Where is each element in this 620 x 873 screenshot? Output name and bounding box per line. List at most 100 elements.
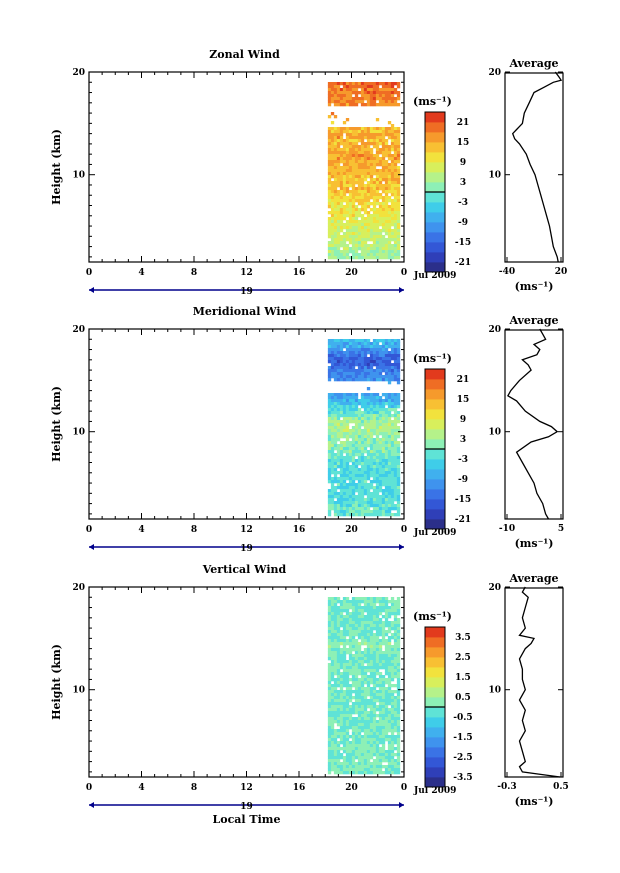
heatmap-cell [336, 342, 341, 346]
heatmap-cell [348, 100, 353, 104]
heatmap-cell [327, 609, 332, 613]
heatmap-cell [384, 160, 389, 164]
heatmap-cell [330, 732, 335, 736]
heatmap-cell [375, 244, 380, 248]
colorbar-swatch [425, 449, 445, 460]
heatmap-cell [375, 217, 380, 221]
heatmap-cell [342, 708, 347, 712]
avg-profile-line [511, 71, 563, 263]
heatmap-cell [375, 495, 380, 499]
heatmap-cell [390, 747, 395, 751]
heatmap-cell [351, 220, 356, 224]
heatmap-cell [372, 732, 377, 736]
heatmap-cell [390, 657, 395, 661]
heatmap-cell [339, 130, 344, 134]
heatmap-cell [354, 753, 359, 757]
heatmap-cell [375, 238, 380, 242]
heatmap-cell [372, 82, 377, 86]
heatmap-cell [366, 501, 371, 505]
heatmap-cell [375, 172, 380, 176]
heatmap-cell [372, 241, 377, 245]
heatmap-cell [393, 504, 398, 508]
heatmap-cell [375, 726, 380, 730]
heatmap-cell [387, 741, 392, 745]
heatmap-cell [339, 729, 344, 733]
heatmap-cell [378, 597, 383, 601]
heatmap-cell [375, 660, 380, 664]
heatmap-cell [360, 717, 365, 721]
heatmap-cell [384, 414, 389, 418]
heatmap-cell [378, 148, 383, 152]
heatmap-cell [384, 217, 389, 221]
heatmap-cell [357, 399, 362, 403]
heatmap-cell [342, 705, 347, 709]
heatmap-cell [396, 741, 401, 745]
heatmap-cell [345, 465, 350, 469]
heatmap-cell [387, 636, 392, 640]
heatmap-cell [393, 378, 398, 382]
heatmap-cell [387, 241, 392, 245]
heatmap-cell [372, 627, 377, 631]
heatmap-cell [366, 735, 371, 739]
heatmap-cell [390, 181, 395, 185]
heatmap-cell [375, 214, 380, 218]
heatmap-cell [369, 609, 374, 613]
heatmap-cell [363, 489, 368, 493]
heatmap-cell [369, 160, 374, 164]
heatmap-cell [366, 136, 371, 140]
heatmap-cell [360, 435, 365, 439]
heatmap-cell [342, 639, 347, 643]
heatmap-cell [387, 420, 392, 424]
heatmap-cell [381, 462, 386, 466]
heatmap-cell [348, 636, 353, 640]
heatmap-cell [366, 483, 371, 487]
heatmap-cell [369, 375, 374, 379]
heatmap-cell [342, 456, 347, 460]
heatmap-cell [360, 226, 365, 230]
heatmap-cell [375, 429, 380, 433]
heatmap-cell [336, 375, 341, 379]
heatmap-cell [348, 765, 353, 769]
heatmap-cell [345, 199, 350, 203]
heatmap-cell [366, 639, 371, 643]
heatmap-cell [390, 651, 395, 655]
heatmap-cell [393, 462, 398, 466]
heatmap-cell [354, 348, 359, 352]
heatmap-cell [360, 480, 365, 484]
colorbar-swatch [425, 379, 445, 390]
heatmap-cell [369, 513, 374, 517]
heatmap-cell [348, 348, 353, 352]
heatmap-cell [363, 238, 368, 242]
heatmap-cell [390, 714, 395, 718]
heatmap-cell [369, 100, 374, 104]
heatmap-cell [366, 438, 371, 442]
heatmap-cell [342, 651, 347, 655]
heatmap-cell [375, 339, 380, 343]
heatmap-cell [342, 657, 347, 661]
heatmap-cell [375, 184, 380, 188]
heatmap-cell [372, 513, 377, 517]
heatmap-cell [345, 348, 350, 352]
heatmap-cell [348, 672, 353, 676]
heatmap-cell [363, 145, 368, 149]
heatmap-cell [333, 762, 338, 766]
heatmap-cell [393, 747, 398, 751]
heatmap-cell [369, 136, 374, 140]
heatmap-cell [351, 459, 356, 463]
heatmap-cell [360, 459, 365, 463]
heatmap-cell [339, 678, 344, 682]
heatmap-cell [393, 157, 398, 161]
heatmap-cell [387, 642, 392, 646]
heatmap-cell [330, 405, 335, 409]
heatmap-cell [390, 693, 395, 697]
heatmap-cell [396, 507, 401, 511]
heatmap-cell [363, 429, 368, 433]
heatmap-cell [387, 474, 392, 478]
heatmap-cell [363, 462, 368, 466]
heatmap-cell [390, 723, 395, 727]
heatmap-cell [360, 187, 365, 191]
colorbar-swatch [425, 399, 445, 410]
heatmap-cell [354, 94, 359, 98]
